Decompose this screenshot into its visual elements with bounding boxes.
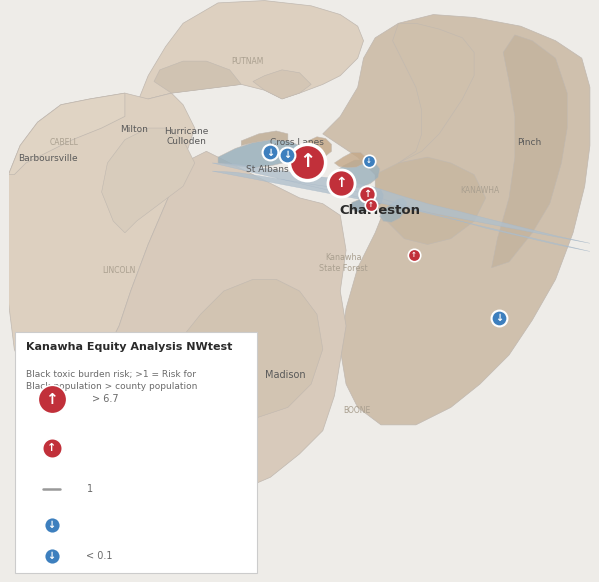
Text: ↑: ↑ (47, 443, 56, 453)
Text: Milton: Milton (120, 125, 147, 134)
Text: 1: 1 (86, 484, 93, 494)
Polygon shape (392, 23, 474, 163)
Polygon shape (8, 93, 125, 175)
Polygon shape (380, 198, 407, 222)
Text: ↓: ↓ (495, 313, 503, 324)
Text: CABELL: CABELL (49, 138, 78, 147)
Polygon shape (154, 61, 241, 93)
Polygon shape (218, 140, 300, 168)
Text: ↑: ↑ (299, 152, 315, 171)
Text: Barboursville: Barboursville (18, 154, 78, 163)
Polygon shape (171, 279, 323, 425)
Polygon shape (300, 137, 331, 158)
Polygon shape (351, 189, 384, 212)
Text: Charleston: Charleston (339, 204, 420, 217)
Text: Pinch: Pinch (518, 138, 541, 147)
Text: ↑: ↑ (45, 392, 58, 407)
Point (265, 148, 274, 157)
Text: ↑: ↑ (368, 202, 373, 208)
Point (494, 314, 504, 323)
Text: Cross Lanes: Cross Lanes (270, 138, 323, 147)
Text: ↓: ↓ (283, 150, 291, 161)
Point (302, 157, 312, 166)
Text: ↓: ↓ (266, 147, 274, 158)
Point (337, 179, 346, 188)
Text: St Albans: St Albans (246, 165, 289, 175)
Polygon shape (253, 70, 311, 99)
Polygon shape (241, 131, 288, 146)
FancyBboxPatch shape (16, 332, 257, 573)
Polygon shape (331, 160, 380, 188)
Text: LINCOLN: LINCOLN (102, 266, 136, 275)
Polygon shape (323, 15, 590, 425)
Point (47, 443, 56, 452)
Text: ↓: ↓ (47, 520, 56, 530)
Text: ↓: ↓ (366, 158, 372, 164)
Text: Kanawha
State Forest: Kanawha State Forest (319, 253, 367, 273)
Point (47, 395, 56, 404)
Polygon shape (102, 128, 195, 233)
Polygon shape (137, 1, 364, 105)
Text: PUTNAM: PUTNAM (231, 56, 264, 66)
Point (409, 250, 418, 260)
Polygon shape (8, 93, 195, 396)
Text: BOONE: BOONE (343, 406, 370, 415)
Polygon shape (492, 35, 567, 268)
Text: Madison: Madison (265, 370, 305, 381)
Text: Hurricane
Culloden: Hurricane Culloden (164, 127, 208, 147)
Polygon shape (84, 151, 346, 501)
Point (366, 200, 376, 210)
Text: > 6.7: > 6.7 (92, 395, 119, 404)
Point (364, 156, 374, 165)
Point (47, 520, 56, 530)
Polygon shape (334, 152, 366, 168)
Text: ↓: ↓ (47, 551, 56, 562)
Text: Black toxic burden risk; >1 = Risk for
Black population > county population: Black toxic burden risk; >1 = Risk for B… (26, 370, 197, 391)
Text: ↑: ↑ (411, 252, 416, 258)
Polygon shape (375, 157, 486, 244)
Text: ↑: ↑ (335, 176, 347, 190)
Point (362, 189, 372, 198)
Text: ↑: ↑ (363, 189, 371, 199)
Point (283, 151, 292, 160)
Point (47, 552, 56, 561)
Text: KANAWHA: KANAWHA (460, 186, 500, 196)
Text: < 0.1: < 0.1 (86, 551, 113, 562)
Text: Kanawha Equity Analysis NWtest: Kanawha Equity Analysis NWtest (26, 342, 232, 352)
Polygon shape (212, 163, 590, 251)
